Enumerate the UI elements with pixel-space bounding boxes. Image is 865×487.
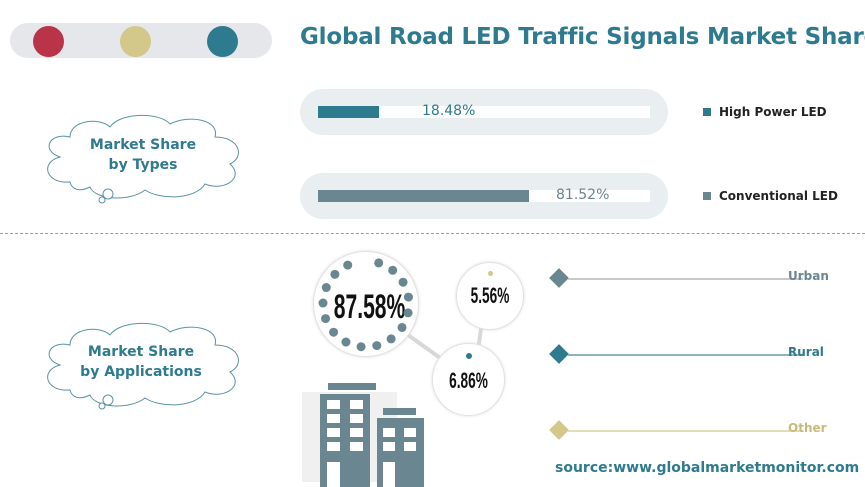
legend-rural: Rural [549,344,830,365]
bar-value-label: 18.48% [422,103,476,119]
dot-icon [466,353,472,359]
bar-track-high-power: 18.48% [300,89,668,135]
ring-dot [329,327,339,337]
apps-cloud-label: Market Share by Applications [41,342,241,382]
types-cloud-label: Market Share by Types [43,135,243,175]
legend-label: Urban [788,269,829,283]
bubble-urban: 87.58% [313,251,419,357]
bar-conventional-led [318,190,530,202]
ring-dot [343,260,353,270]
ring-dot [403,308,413,318]
legend-conventional: Conventional LED [703,189,838,203]
page-title: Global Road LED Traffic Signals Market S… [300,24,865,50]
bar-high-power-led [318,106,380,118]
section-divider [0,233,865,234]
ring-dot [321,283,331,293]
legend-label: High Power LED [719,105,827,119]
ring-dot [341,337,351,347]
legend-urban: Urban [549,268,830,289]
yellow-light-icon [120,26,151,57]
types-label-line1: Market Share [89,137,197,153]
ring-dot [386,334,396,344]
urban-value: 87.58% [333,288,406,326]
bar-value-label: 81.52% [556,187,610,203]
green-light-icon [207,26,238,57]
ring-dot [374,258,384,268]
apps-label-line1: Market Share [87,344,195,360]
ring-dot [398,277,408,287]
rural-value: 6.86% [449,368,488,393]
legend-label: Conventional LED [719,189,838,203]
ring-dot [356,342,366,352]
thought-cloud-icon [47,114,239,204]
diamond-icon [549,344,569,364]
bar-track-conventional: 81.52% [300,173,668,219]
ring-dot [388,265,398,275]
ring-dot [397,322,407,332]
ring-dot [403,292,413,302]
bubble-rural: 6.86% [432,343,505,416]
ring-dot [318,298,328,308]
diamond-icon [549,420,569,440]
legend-swatch-icon [703,192,711,200]
dot-icon [488,271,493,276]
ring-dot [321,314,331,324]
bubble-other: 5.56% [456,262,524,330]
types-label-line2: by Types [108,157,178,173]
source-text: source:www.globalmarketmonitor.com [555,460,860,476]
other-value: 5.56% [470,283,510,308]
diamond-icon [549,268,569,288]
legend-other: Other [549,420,830,441]
apps-label-line2: by Applications [80,364,202,380]
legend-label: Rural [788,345,824,359]
red-light-icon [33,26,64,57]
traffic-light-bar [10,23,272,58]
legend-label: Other [788,421,827,435]
legend-swatch-icon [703,108,711,116]
dot-ring [318,258,413,352]
legend-high-power: High Power LED [703,105,827,119]
ring-dot [330,269,340,279]
applications-graphic [302,264,492,487]
thought-cloud-icon [47,322,239,410]
ring-dot [372,341,382,351]
